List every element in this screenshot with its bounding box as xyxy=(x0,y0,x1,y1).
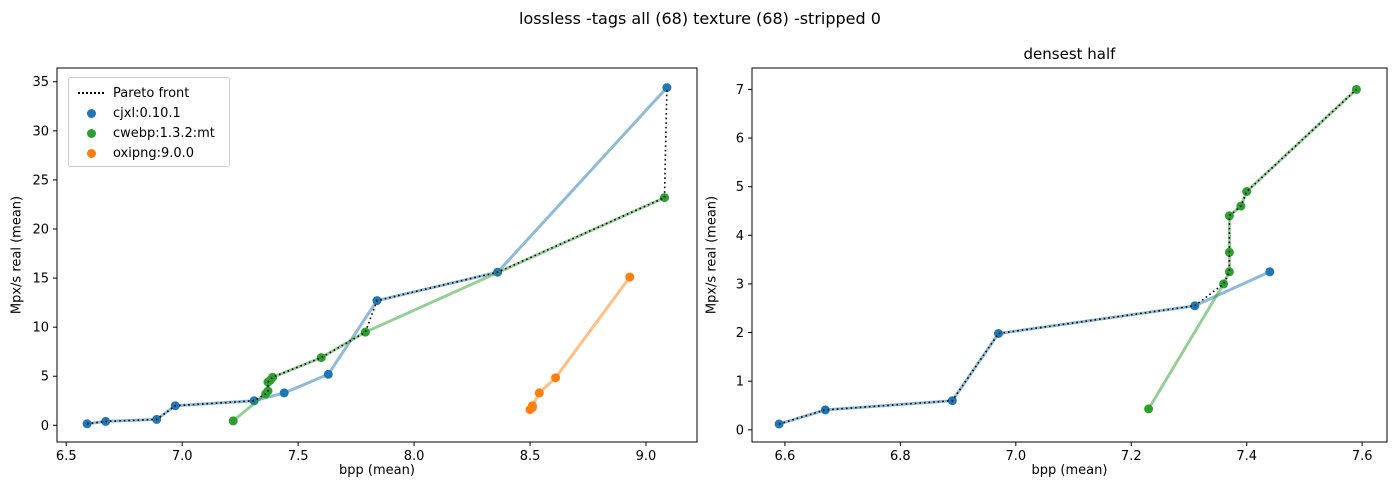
left-point-cjxl-0-10-1 xyxy=(279,388,289,398)
right-ytick-label: 7 xyxy=(736,83,744,98)
left-ytick-label: 10 xyxy=(32,321,49,336)
cjxl-marker-icon xyxy=(86,108,96,118)
right-point-cwebp-1-3-2-mt xyxy=(1219,279,1229,289)
right-subplot-title: densest half xyxy=(1023,45,1116,63)
left-point-cwebp-1-3-2-mt xyxy=(316,353,326,363)
right-point-cjxl-0-10-1 xyxy=(820,405,830,415)
right-point-cwebp-1-3-2-mt xyxy=(1224,267,1234,277)
right-xtick-label: 6.6 xyxy=(775,449,796,464)
right-ytick-label: 5 xyxy=(736,180,744,195)
right-subplot: 6.6 6.8 7.0 7.2 7.4 7.6 0 1 2 3 4 5 6 7 xyxy=(736,67,1388,464)
left-xtick-label: 6.5 xyxy=(56,449,77,464)
right-xtick-label: 7.6 xyxy=(1352,449,1373,464)
legend-label: Pareto front xyxy=(113,85,190,101)
left-ytick-label: 0 xyxy=(41,419,49,434)
legend: Pareto front cjxl:0.10.1 cwebp:1.3.2:mt … xyxy=(68,77,230,167)
right-ytick-label: 2 xyxy=(736,326,744,341)
legend-item-pareto-front: Pareto front xyxy=(77,83,221,103)
left-point-cwebp-1-3-2-mt xyxy=(228,416,238,426)
left-xtick-label: 8.0 xyxy=(404,449,425,464)
left-ytick-label: 5 xyxy=(41,370,49,385)
legend-label: cjxl:0.10.1 xyxy=(113,105,181,121)
legend-label: oxipng:9.0.0 xyxy=(113,145,195,161)
left-ytick-label: 35 xyxy=(32,75,49,90)
left-line-oxipng-9-0-0 xyxy=(528,275,632,412)
left-xtick-label: 7.5 xyxy=(288,449,309,464)
right-xtick-label: 7.0 xyxy=(1005,449,1026,464)
right-ytick-label: 3 xyxy=(736,277,744,292)
right-point-cjxl-0-10-1 xyxy=(994,329,1003,338)
right-pareto-front-line xyxy=(778,88,1357,425)
left-xtick-label: 7.0 xyxy=(172,449,193,464)
left-point-cwebp-1-3-2-mt xyxy=(360,327,370,337)
left-point-oxipng-9-0-0 xyxy=(534,388,544,398)
right-yaxis-label: Mpx/s real (mean) xyxy=(704,195,720,315)
right-line-cwebp-1-3-2-mt xyxy=(1147,87,1358,411)
figure-title: lossless -tags all (68) texture (68) -st… xyxy=(519,9,881,28)
right-point-cwebp-1-3-2-mt xyxy=(1144,404,1154,414)
left-point-cjxl-0-10-1 xyxy=(662,83,672,93)
right-point-cjxl-0-10-1 xyxy=(1265,267,1275,277)
right-xtick-label: 7.2 xyxy=(1121,449,1142,464)
legend-item-cjxl: cjxl:0.10.1 xyxy=(77,103,221,123)
left-xtick-label: 9.0 xyxy=(636,449,657,464)
right-xaxis-label: bpp (mean) xyxy=(1031,463,1108,478)
left-ytick-label: 20 xyxy=(32,222,49,237)
left-point-cjxl-0-10-1 xyxy=(323,369,333,379)
right-xtick-label: 7.4 xyxy=(1236,449,1257,464)
left-line-cjxl-0-10-1 xyxy=(85,86,669,426)
oxipng-marker-icon xyxy=(86,148,96,158)
left-point-cwebp-1-3-2-mt xyxy=(660,193,669,203)
left-subplot: 6.5 7.0 7.5 8.0 8.5 9.0 0 5 10 15 20 25 30 35 xyxy=(32,67,698,464)
left-ytick-label: 15 xyxy=(32,272,49,287)
right-axes-frame xyxy=(751,67,1388,443)
legend-item-oxipng: oxipng:9.0.0 xyxy=(77,143,221,163)
right-point-cwebp-1-3-2-mt xyxy=(1224,211,1234,221)
left-yaxis-label: Mpx/s real (mean) xyxy=(9,195,25,315)
right-xtick-label: 6.8 xyxy=(890,449,911,464)
left-point-oxipng-9-0-0 xyxy=(551,373,561,383)
right-ytick-label: 6 xyxy=(736,132,744,147)
legend-item-cwebp: cwebp:1.3.2:mt xyxy=(77,123,221,143)
legend-label: cwebp:1.3.2:mt xyxy=(113,125,215,141)
left-axes-frame xyxy=(56,67,698,443)
right-ytick-label: 4 xyxy=(736,229,744,244)
right-line-cjxl-0-10-1 xyxy=(777,270,1272,426)
left-ytick-label: 30 xyxy=(32,124,49,139)
pareto-dotted-line-icon xyxy=(78,92,104,94)
left-point-cwebp-1-3-2-mt xyxy=(268,372,278,382)
left-xtick-label: 8.5 xyxy=(520,449,541,464)
left-xaxis-label: bpp (mean) xyxy=(339,463,415,478)
left-ytick-label: 25 xyxy=(32,173,49,188)
right-point-cwebp-1-3-2-mt xyxy=(1242,187,1252,196)
left-point-oxipng-9-0-0 xyxy=(625,272,635,282)
right-ytick-label: 1 xyxy=(736,375,744,390)
left-point-oxipng-9-0-0 xyxy=(527,401,537,411)
cwebp-marker-icon xyxy=(86,128,96,138)
right-ytick-label: 0 xyxy=(736,423,744,438)
